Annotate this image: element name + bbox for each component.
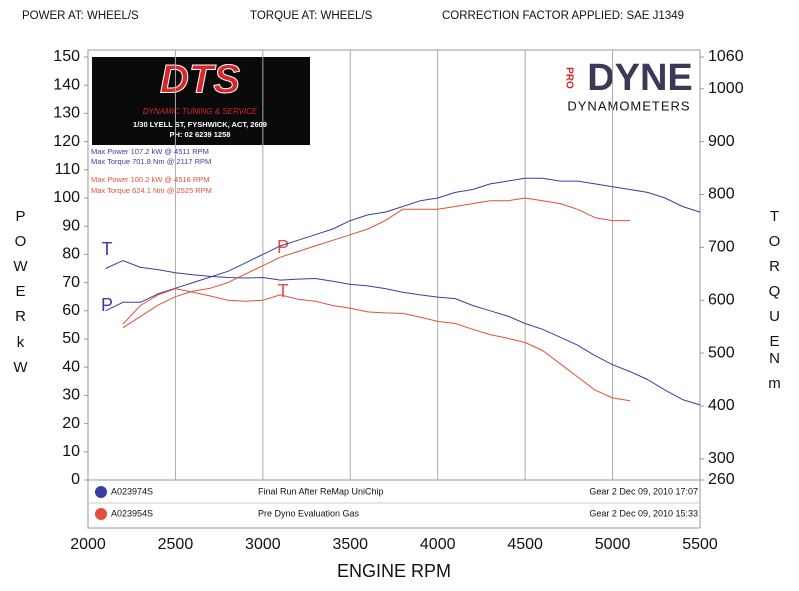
y2-tick-label: 1060 [708,48,744,65]
legend-id: A023954S [111,508,153,518]
stat-text: Max Torque 624.1 Nm @ 2525 RPM [91,186,212,195]
y-tick-label: 70 [62,274,80,291]
y-tick-label: 40 [62,358,80,375]
stat-text: Max Power 107.2 kW @ 4511 RPM [91,147,209,156]
shop-logo-phone: PH: 02 6239 1258 [170,130,231,139]
stat-text: Max Power 100.2 kW @ 4516 RPM [91,175,210,184]
dyno-logo-sub: DYNAMOMETERS [567,98,690,113]
y2-tick-label: 700 [708,239,735,256]
y-tick-label: 20 [62,415,80,432]
x-tick-label: 3500 [332,536,368,553]
shop-logo-tagline: DYNAMIC TUNING & SERVICE [143,107,258,116]
shop-logo-bg [92,57,310,145]
curve [105,177,701,312]
x-tick-label: 5000 [595,536,631,553]
x-tick-label: 2000 [70,536,106,553]
legend-marker [95,508,107,520]
y-axis-title: POWER [12,208,29,333]
y2-tick-label: 900 [708,133,735,150]
y2-axis-unit: Nm [766,350,783,400]
y-tick-label: 10 [62,443,80,460]
header-text: CORRECTION FACTOR APPLIED: SAE J1349 [442,10,684,22]
shop-logo-name: DTS [160,58,240,102]
x-tick-label: 5500 [682,536,718,553]
legend-info: Gear 2 Dec 09, 2010 17:07 [589,486,698,496]
stat-text: Max Torque 701.8 Nm @ 2117 RPM [91,157,211,166]
y-tick-label: 30 [62,387,80,404]
x-tick-label: 2500 [158,536,194,553]
curve [105,260,701,406]
legend-marker [95,486,107,498]
y-tick-label: 80 [62,246,80,263]
shop-logo-address: 1/30 LYELL ST, FYSHWICK, ACT, 2609 [133,120,267,129]
y2-axis-title: TORQUE [766,208,783,358]
y-tick-label: 50 [62,330,80,347]
y2-tick-label: 600 [708,291,735,308]
dyno-logo-prefix: PRO [563,67,574,89]
x-axis-title: ENGINE RPM [337,561,451,581]
legend-description: Final Run After ReMap UniChip [258,486,384,496]
y-tick-label: 130 [53,105,80,122]
dyno-logo-name: DYNE [587,57,693,99]
y-tick-label: 150 [53,48,80,65]
y-tick-label: 140 [53,76,80,93]
y-tick-label: 0 [71,471,80,488]
x-tick-label: 4500 [507,536,543,553]
y2-tick-label: 1000 [708,80,744,97]
curve-label: T [102,239,113,259]
legend-info: Gear 2 Dec 09, 2010 15:33 [589,508,698,518]
y2-tick-label: 260 [708,471,735,488]
curve-label: P [101,295,113,315]
legend-description: Pre Dyno Evaluation Gas [258,508,360,518]
y-tick-label: 110 [54,161,80,178]
curve [122,288,631,402]
y2-tick-label: 500 [708,344,735,361]
y-tick-label: 120 [53,133,80,150]
curve-label: T [278,281,289,301]
y-tick-label: 100 [53,189,80,206]
curve [122,197,631,329]
y-axis-unit: kW [12,334,29,384]
y-tick-label: 90 [62,217,80,234]
y-tick-label: 60 [62,302,80,319]
x-tick-label: 3000 [245,536,281,553]
y2-tick-label: 800 [708,186,735,203]
plot-frame [87,49,701,529]
legend-id: A023974S [111,486,153,496]
header-text: TORQUE AT: WHEEL/S [250,10,373,22]
curve-label: P [277,237,289,257]
x-tick-label: 4000 [420,536,456,553]
y2-tick-label: 400 [708,397,735,414]
y2-tick-label: 300 [708,450,735,467]
header-text: POWER AT: WHEEL/S [22,10,139,22]
